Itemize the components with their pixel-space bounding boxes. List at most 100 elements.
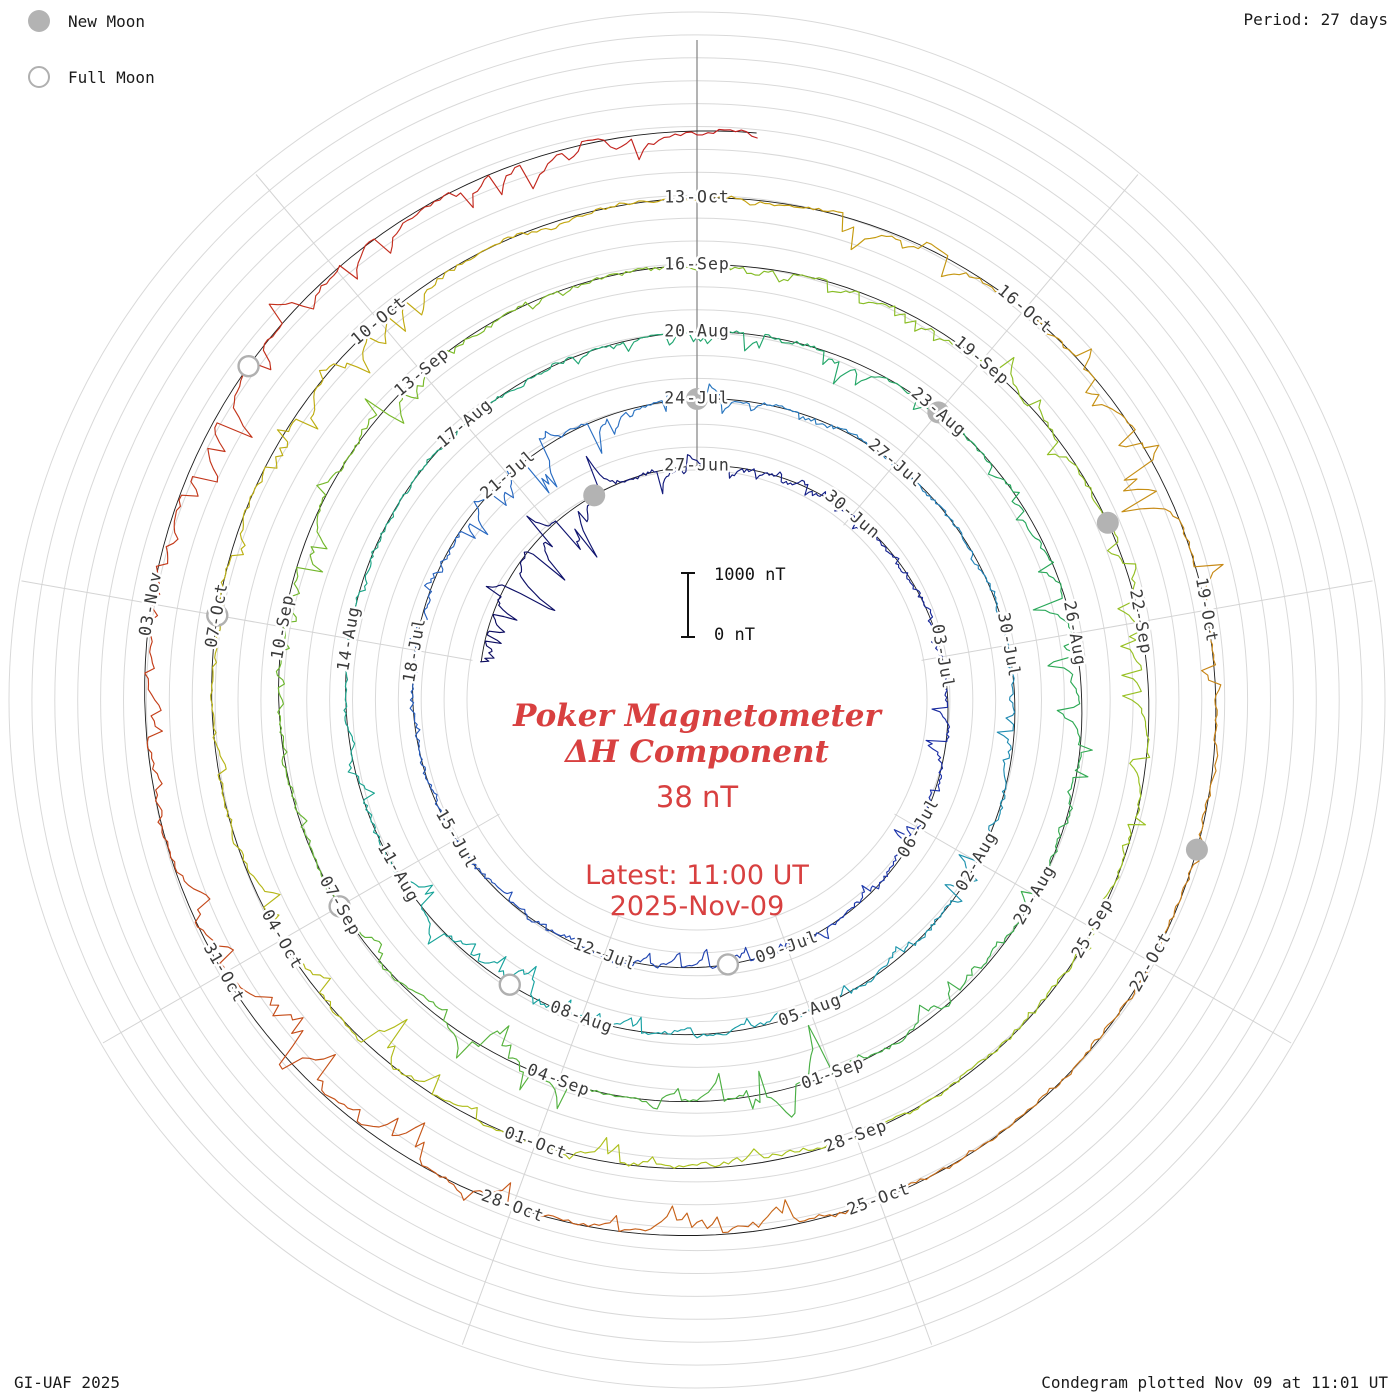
full-moon-marker bbox=[206, 604, 229, 627]
trace-segment bbox=[347, 558, 372, 639]
trace-segment bbox=[894, 305, 983, 362]
grid-spoke bbox=[921, 580, 1373, 661]
trace-segment bbox=[781, 340, 858, 386]
trace-segment bbox=[354, 375, 426, 447]
trace-segment bbox=[190, 366, 253, 483]
latest-date: 2025-Nov-09 bbox=[609, 891, 785, 922]
date-label: 05-Aug bbox=[776, 990, 844, 1030]
trace-segment bbox=[169, 857, 234, 974]
trace-segment bbox=[891, 554, 925, 603]
trace-segment bbox=[534, 1137, 644, 1167]
trace-segment bbox=[912, 966, 982, 1030]
moon-legend: New Moon Full Moon bbox=[28, 8, 155, 120]
date-label: 08-Aug bbox=[548, 997, 616, 1037]
date-label: 19-Oct bbox=[1192, 576, 1222, 644]
grid-spoke bbox=[843, 174, 1139, 526]
date-label: 25-Oct bbox=[844, 1179, 912, 1219]
new-moon-marker bbox=[686, 388, 708, 410]
latest-block: Latest: 11:00 UT 2025-Nov-09 bbox=[347, 860, 1047, 922]
trace-segment bbox=[231, 838, 283, 941]
trace-segment bbox=[1031, 811, 1071, 895]
trace-segment bbox=[248, 413, 319, 508]
date-label: 31-Oct bbox=[200, 940, 249, 1006]
date-label: 17-Aug bbox=[433, 395, 495, 452]
trace-segment bbox=[446, 935, 520, 977]
trace-segment bbox=[613, 332, 698, 352]
trace-segment bbox=[210, 615, 221, 729]
scale-bottom-label: 0 nT bbox=[714, 625, 755, 645]
trace-segment bbox=[931, 656, 949, 715]
date-label: 23-Aug bbox=[908, 383, 970, 440]
scale-bar-line bbox=[681, 572, 695, 638]
grid-circle bbox=[31, 34, 1363, 1366]
trace-segment bbox=[281, 537, 328, 628]
date-label: 27-Jun bbox=[664, 456, 730, 475]
trace-segment bbox=[696, 195, 814, 211]
trace-segment bbox=[1139, 507, 1224, 611]
trace-segment bbox=[219, 506, 250, 617]
component-title: ΔH Component bbox=[565, 734, 829, 770]
full-moon-marker bbox=[498, 973, 521, 996]
trace-segment bbox=[385, 256, 476, 332]
trace-segment bbox=[926, 241, 1026, 311]
trace-segment bbox=[563, 411, 631, 454]
trace-segment bbox=[568, 131, 698, 161]
new-moon-marker bbox=[927, 401, 950, 424]
trace-segment bbox=[454, 839, 499, 889]
trace-segment bbox=[944, 514, 986, 577]
trace-segment bbox=[696, 128, 758, 139]
trace-segment bbox=[758, 1198, 880, 1228]
trace-segment bbox=[1079, 961, 1152, 1062]
trace-segment bbox=[581, 1013, 659, 1035]
trace-segment bbox=[474, 215, 583, 258]
trace-segment bbox=[949, 1012, 1029, 1086]
latest-time: Latest: 11:00 UT bbox=[585, 860, 809, 891]
trace-segment bbox=[980, 890, 1033, 969]
trace-segment bbox=[314, 1054, 417, 1137]
trace-segment bbox=[549, 497, 598, 558]
scale-bar: 1000 nT 0 nT bbox=[678, 565, 798, 645]
trace-segment bbox=[533, 344, 615, 378]
trace-segment bbox=[925, 713, 951, 774]
trace-segment bbox=[696, 460, 752, 479]
trace-segment bbox=[934, 854, 978, 925]
full-moon-marker bbox=[237, 354, 260, 378]
trace-segment bbox=[657, 1027, 736, 1039]
trace-segment bbox=[785, 917, 841, 947]
period-label: Period: 27 days bbox=[1243, 10, 1389, 29]
trace-segment bbox=[249, 270, 338, 371]
date-label: 28-Oct bbox=[479, 1186, 547, 1226]
trace-segment bbox=[883, 826, 919, 877]
trace-segment bbox=[804, 483, 853, 517]
trace-segment bbox=[936, 413, 997, 478]
trace-segment bbox=[363, 799, 398, 874]
trace-segment bbox=[696, 259, 799, 283]
trace-segment bbox=[629, 392, 698, 418]
trace-segment bbox=[603, 952, 667, 971]
trace-segment bbox=[408, 582, 433, 652]
date-label: 03-Nov bbox=[135, 570, 165, 638]
trace-segment bbox=[414, 715, 429, 782]
date-label: 18-Jul bbox=[399, 616, 429, 684]
trace-segment bbox=[1091, 404, 1160, 513]
trace-segment bbox=[485, 568, 556, 621]
trace-segment bbox=[518, 965, 583, 1016]
current-value: 38 nT bbox=[655, 780, 739, 814]
trace-segment bbox=[212, 727, 233, 840]
trace-segment bbox=[1091, 829, 1132, 929]
grid-circle bbox=[8, 11, 1386, 1389]
trace-segment bbox=[339, 905, 400, 983]
trace-segment bbox=[312, 328, 387, 415]
trace-segment bbox=[410, 423, 466, 488]
plotted-timestamp: Condegram plotted Nov 09 at 11:01 UT bbox=[1041, 1373, 1388, 1392]
credit-label: GI-UAF 2025 bbox=[14, 1373, 120, 1392]
trace-segment bbox=[1027, 927, 1095, 1014]
trace-segment bbox=[471, 1025, 556, 1091]
trace-segment bbox=[642, 454, 698, 495]
trace-segment bbox=[300, 817, 341, 907]
trace-segment bbox=[996, 717, 1015, 793]
trace-segment bbox=[1046, 434, 1113, 522]
radial-grid bbox=[8, 11, 1386, 1389]
full-moon-icon bbox=[28, 66, 50, 88]
trace-segment bbox=[344, 719, 375, 801]
